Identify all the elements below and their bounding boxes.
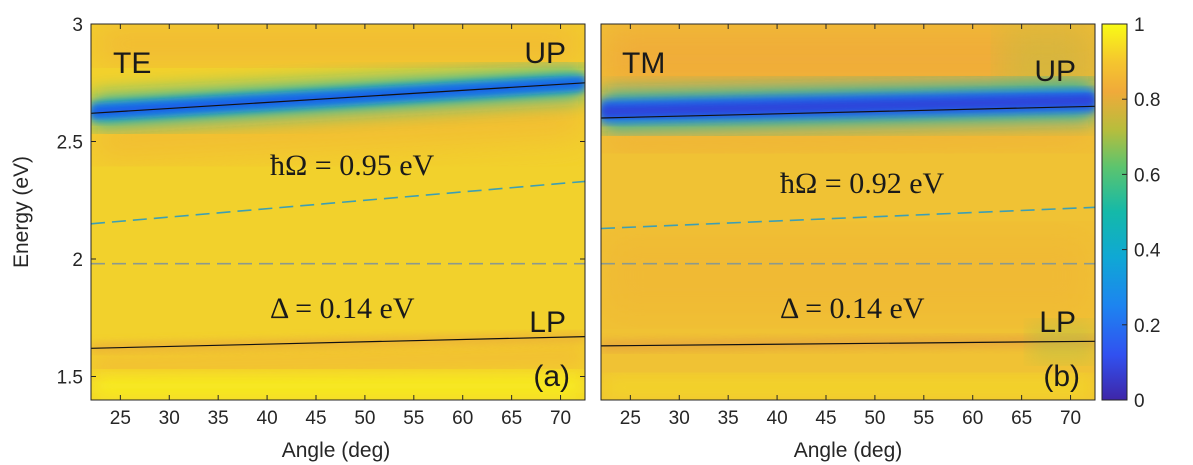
x-tick-label: 65: [501, 408, 522, 429]
panel-label-b: (b): [1043, 360, 1080, 393]
x-tick-label: 30: [669, 408, 690, 429]
x-tick-label: 25: [620, 408, 641, 429]
upper-branch-label-a: UP: [524, 37, 566, 70]
x-tick-label: 40: [257, 408, 278, 429]
y-axis-label: Energy (eV): [10, 156, 33, 268]
colorbar-tick-label: 0.6: [1134, 165, 1160, 186]
x-tick-label: 45: [305, 408, 326, 429]
x-tick-label: 60: [962, 408, 983, 429]
colorbar-tick-label: 1: [1134, 15, 1145, 36]
x-tick-label: 35: [208, 408, 229, 429]
x-axis-label-a: Angle (deg): [282, 439, 391, 462]
y-tick-label: 2: [72, 250, 83, 271]
x-tick-label: 70: [550, 408, 571, 429]
heatmap-b: [601, 24, 1095, 400]
y-tick-label: 1.5: [57, 368, 83, 389]
x-tick-label: 35: [718, 408, 739, 429]
detuning-annotation-b: Δ = 0.14 eV: [780, 292, 925, 325]
x-tick-label: 50: [864, 408, 885, 429]
heatmap-a: [91, 24, 585, 400]
series-lines-b: [600, 105, 1096, 347]
colorbar-tick-label: 0.2: [1134, 316, 1160, 337]
colorbar-tick-label: 0.8: [1134, 90, 1160, 111]
polarization-label-a: TE: [113, 47, 151, 80]
x-tick-label: 25: [110, 408, 131, 429]
dashed-line-2-b: [600, 206, 1096, 230]
lower-branch-label-b: LP: [1039, 306, 1076, 339]
panel-a: 25 30 35 40 45 50 55 60 65 70 1.5 2 2.5 3 Angle (deg…: [10, 15, 586, 462]
x-tick-label: 40: [767, 408, 788, 429]
x-tick-label: 55: [913, 408, 934, 429]
x-tick-label: 70: [1060, 408, 1081, 429]
x-tick-label: 45: [815, 408, 836, 429]
panel-b: 25 30 35 40 45 50 55 60 65 70 Angle (deg) TM UP ħ…: [600, 23, 1096, 462]
rabi-annotation-a: ħΩ = 0.95 eV: [270, 149, 435, 182]
lp-line-b: [600, 340, 1096, 347]
detuning-annotation-a: Δ = 0.14 eV: [270, 292, 415, 325]
colorbar-gradient: [1101, 23, 1128, 401]
up-line-b: [600, 105, 1096, 119]
y-ticks-a: 1.5 2 2.5 3: [57, 15, 585, 389]
x-axis-label-b: Angle (deg): [794, 439, 903, 462]
upper-branch-label-b: UP: [1034, 55, 1076, 88]
axes-frame-b: [600, 23, 1096, 401]
colorbar-tick-label: 0: [1134, 391, 1145, 412]
rabi-annotation-b: ħΩ = 0.92 eV: [780, 167, 945, 200]
colorbar: 0 0.2 0.4 0.6 0.8 1: [1101, 15, 1161, 412]
lower-branch-label-a: LP: [529, 306, 566, 339]
polarization-label-b: TM: [622, 47, 665, 80]
x-tick-label: 50: [354, 408, 375, 429]
x-tick-label: 65: [1011, 408, 1032, 429]
colorbar-ticks: 0 0.2 0.4 0.6 0.8 1: [1122, 15, 1161, 412]
panel-label-a: (a): [533, 360, 570, 393]
colorbar-tick-label: 0.4: [1134, 241, 1161, 262]
lp-line-a: [90, 336, 586, 349]
x-tick-label: 55: [403, 408, 424, 429]
x-ticks-b: 25 30 35 40 45 50 55 60 65 70: [620, 24, 1081, 429]
up-line-a: [90, 82, 586, 114]
y-tick-label: 2.5: [57, 133, 83, 154]
series-lines-a: [90, 82, 586, 349]
x-ticks-a: 25 30 35 40 45 50 55 60 65 70: [110, 24, 571, 429]
x-tick-label: 60: [452, 408, 473, 429]
y-tick-label: 3: [72, 15, 83, 36]
axes-frame-a: [90, 23, 586, 401]
x-tick-label: 30: [159, 408, 180, 429]
